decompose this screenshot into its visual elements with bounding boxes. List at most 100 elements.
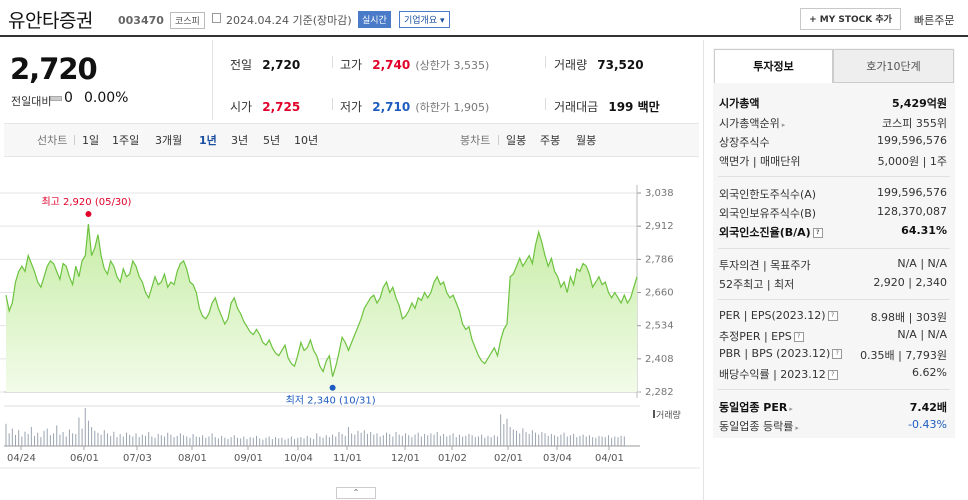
tab-orderbook-10[interactable]: 호가10단계 — [833, 49, 954, 83]
stat-low: 저가 2,710 (하한가 1,905) — [340, 100, 490, 114]
volume-bar — [519, 433, 521, 446]
volume-bar — [484, 437, 486, 446]
quick-order-link[interactable]: 빠른주문 — [914, 14, 955, 27]
volume-bar — [516, 430, 518, 446]
volume-bar — [366, 433, 368, 446]
tab-daily[interactable]: 일봉 — [506, 134, 527, 147]
volume-bar — [294, 439, 296, 446]
volume-bar — [53, 433, 55, 446]
volume-bar — [379, 436, 381, 446]
volume-legend: 거래량 — [656, 409, 681, 421]
volume-bar — [347, 427, 349, 446]
volume-bar — [398, 434, 400, 446]
volume-bar — [509, 427, 511, 446]
volume-bar — [265, 437, 267, 446]
volume-bar — [306, 435, 308, 446]
volume-bar — [487, 435, 489, 446]
volume-bar — [588, 435, 590, 446]
volume-bar — [443, 433, 445, 446]
chevron-right-icon[interactable]: ▸ — [795, 424, 799, 432]
chevron-up-icon: ⌃ — [352, 488, 360, 497]
volume-bar — [474, 437, 476, 446]
info-label: 추정PER | EPS? — [719, 328, 804, 344]
chevron-right-icon[interactable]: ▸ — [781, 121, 786, 129]
divider — [212, 40, 213, 120]
volume-bar — [360, 432, 362, 446]
help-icon[interactable]: ? — [793, 332, 804, 342]
volume-bar — [538, 434, 540, 446]
help-icon[interactable]: ? — [827, 370, 838, 380]
stock-code: 003470 — [118, 14, 164, 27]
market-badge: 코스피 — [170, 12, 205, 29]
divider — [703, 40, 704, 500]
volume-bar — [287, 438, 289, 446]
volume-bar — [601, 436, 603, 446]
volume-bar — [208, 436, 210, 446]
volume-bar — [430, 433, 432, 446]
volume-bar — [176, 435, 178, 446]
volume-bar — [157, 433, 159, 446]
info-label: 동일업종 등락률 ▸ — [719, 420, 799, 433]
volume-bar — [34, 435, 36, 446]
volume-bar — [446, 436, 448, 446]
candle-chart-label: 봉차트 — [460, 134, 491, 147]
tab-3y[interactable]: 3년 — [231, 134, 249, 147]
info-value: 128,370,087 — [877, 205, 947, 218]
high-annotation: 최고 2,920 (05/30) — [41, 196, 131, 208]
tab-weekly[interactable]: 주봉 — [540, 134, 561, 147]
add-mystock-button[interactable]: + MY STOCK 추가 — [800, 8, 901, 30]
volume-bar — [100, 434, 102, 446]
volume-bar — [357, 430, 359, 446]
current-price: 2,720 — [10, 52, 98, 86]
tab-5y[interactable]: 5년 — [263, 134, 281, 147]
panel-divider — [718, 299, 950, 300]
company-info-button[interactable]: 기업개요 ▾ — [399, 11, 450, 28]
volume-bar — [110, 435, 112, 446]
price-chart[interactable]: 3,038 2,912 2,786 2,660 2,534 2,408 2,282 최고 2… — [0, 160, 700, 500]
help-icon[interactable]: ? — [832, 349, 843, 359]
volume-bar — [414, 434, 416, 446]
chart-expand-button[interactable]: ⌃ — [336, 487, 376, 499]
volume-bar — [27, 433, 29, 446]
tab-1d[interactable]: 1일 — [82, 134, 100, 147]
volume-bar — [8, 433, 10, 446]
volume-bar — [246, 439, 248, 446]
volume-bar — [21, 436, 23, 446]
info-label: 동일업종 PER ▸ — [719, 401, 793, 414]
tab-monthly[interactable]: 월봉 — [576, 134, 597, 147]
volume-bar — [427, 435, 429, 446]
volume-bar — [477, 436, 479, 446]
volume-bar — [5, 423, 7, 446]
calendar-icon — [212, 13, 221, 23]
help-icon[interactable]: ? — [812, 228, 823, 238]
help-icon[interactable]: ? — [827, 311, 838, 321]
volume-bar — [544, 433, 546, 446]
price-line — [5, 224, 638, 377]
x-tick-label: 11/01 — [333, 453, 362, 464]
volume-bar — [455, 437, 457, 446]
volume-bar — [189, 437, 191, 446]
volume-bar — [119, 433, 121, 446]
info-value: 64.31% — [901, 224, 947, 237]
realtime-badge[interactable]: 실시간 — [358, 11, 391, 28]
volume-bar — [338, 432, 340, 446]
divider — [545, 98, 546, 110]
volume-bar — [607, 435, 609, 446]
volume-bar — [179, 433, 181, 446]
volume-bar — [595, 437, 597, 446]
volume-bar — [370, 432, 372, 446]
tab-1y[interactable]: 1년 — [199, 134, 217, 147]
volume-bar — [154, 437, 156, 446]
volume-bar — [170, 434, 172, 446]
tab-1w[interactable]: 1주일 — [112, 134, 140, 147]
x-tick-label: 02/01 — [494, 453, 523, 464]
volume-bar — [211, 433, 213, 446]
info-label: 외국인소진율(B/A)? — [719, 224, 823, 240]
tab-investment-info[interactable]: 투자정보 — [714, 49, 833, 83]
volume-bar — [233, 435, 235, 446]
x-tick-label: 04/24 — [7, 453, 36, 464]
tab-10y[interactable]: 10년 — [294, 134, 319, 147]
panel-divider — [718, 389, 950, 390]
tab-3m[interactable]: 3개월 — [155, 134, 183, 147]
chevron-right-icon[interactable]: ▸ — [789, 405, 793, 413]
